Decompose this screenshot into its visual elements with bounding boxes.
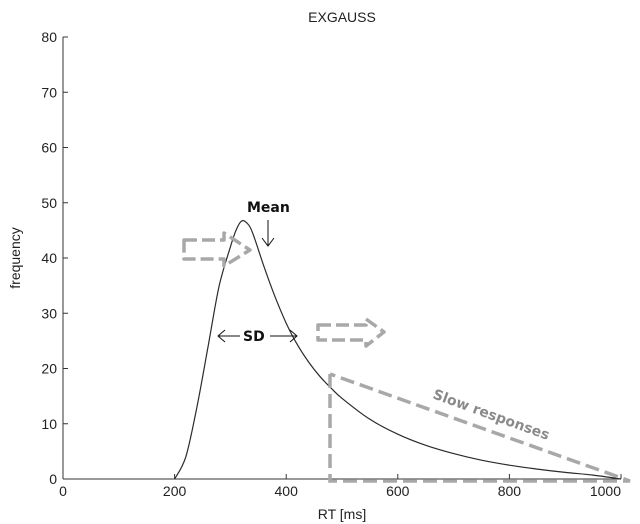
- exgauss-curve: [174, 219, 622, 480]
- y-ticks: 0 10 20 30 40 50 60 70 80: [41, 29, 68, 487]
- x-ticks: 0 200 400 600 800 1000: [59, 474, 622, 499]
- slow-responses-label: Slow responses: [431, 387, 552, 444]
- x-tick-label: 200: [163, 483, 187, 499]
- y-tick-label: 0: [49, 471, 57, 487]
- mean-arrow-head: [261, 237, 275, 247]
- y-tick-label: 70: [41, 84, 57, 100]
- y-tick-label: 50: [41, 195, 57, 211]
- x-tick-label: 400: [275, 483, 299, 499]
- peak-shift-arrow: [182, 231, 252, 268]
- x-axis-label: RT [ms]: [318, 506, 367, 522]
- x-tick-label: 800: [498, 483, 522, 499]
- mean-label: Mean: [247, 200, 290, 216]
- slow-responses-wedge: [328, 372, 631, 483]
- sd-label: SD: [243, 329, 265, 345]
- y-tick-label: 40: [41, 250, 57, 266]
- y-axis-label: frequency: [7, 227, 23, 288]
- y-tick-label: 60: [41, 140, 57, 156]
- x-tick-label: 0: [59, 483, 67, 499]
- tail-shift-arrow: [316, 317, 386, 348]
- y-tick-label: 10: [41, 416, 57, 432]
- sd-arrow-left-head: [217, 329, 226, 343]
- y-tick-label: 80: [41, 29, 57, 45]
- y-tick-label: 30: [41, 305, 57, 321]
- x-tick-label: 600: [386, 483, 410, 499]
- y-tick-label: 20: [41, 361, 57, 377]
- x-tick-label: 1000: [590, 483, 621, 499]
- sd-arrow-right-head: [289, 329, 298, 343]
- chart-title: EXGAUSS: [308, 9, 376, 25]
